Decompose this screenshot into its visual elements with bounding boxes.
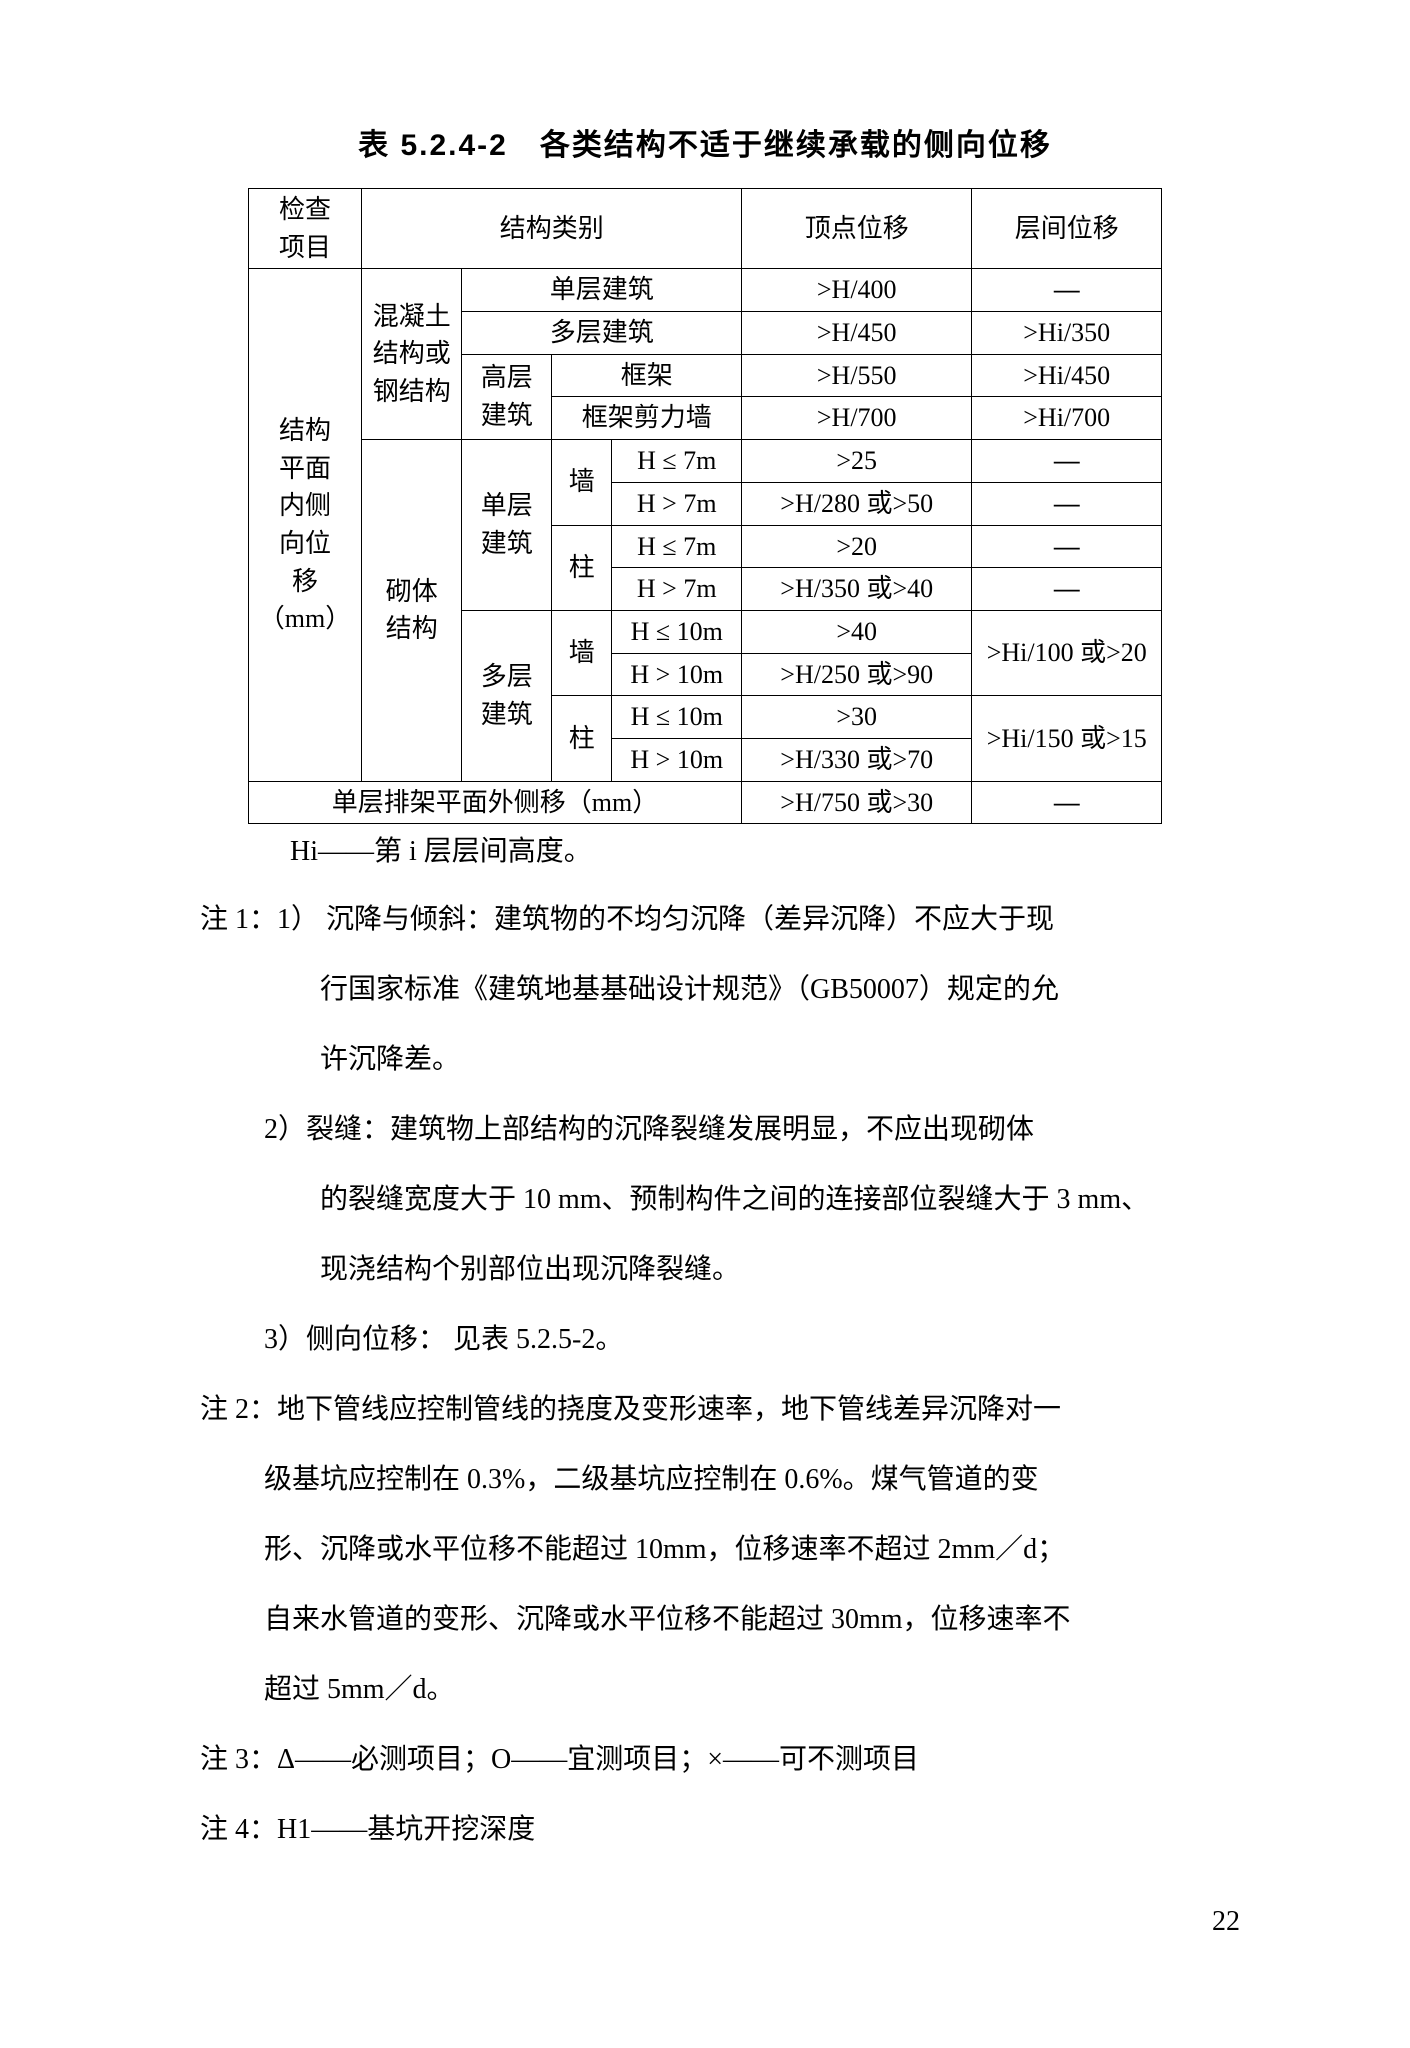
cell: >40	[742, 610, 972, 653]
cell: H > 7m	[612, 568, 742, 611]
note-line: 现浇结构个别部位出现沉降裂缝。	[200, 1235, 1250, 1305]
cell: —	[972, 568, 1162, 611]
hdr-check-item: 检查 项目	[248, 189, 361, 269]
cell: >H/700	[742, 397, 972, 440]
cell: 墙	[552, 440, 612, 525]
hdr-struct-type: 结构类别	[362, 189, 742, 269]
table-row: 单层排架平面外侧移（mm） >H/750 或>30 —	[248, 781, 1161, 824]
note-line: 行国家标准《建筑地基基础设计规范》（GB50007）规定的允	[200, 955, 1250, 1025]
notes-block: Hi——第 i 层层间高度。 注 1：1） 沉降与倾斜：建筑物的不均匀沉降（差异…	[200, 830, 1250, 1865]
cell: H ≤ 10m	[612, 610, 742, 653]
cell: —	[972, 482, 1162, 525]
cell: 柱	[552, 696, 612, 781]
concrete-label: 混凝土 结构或 钢结构	[362, 269, 462, 440]
cell: —	[972, 781, 1162, 824]
note-line: 注 1：1） 沉降与倾斜：建筑物的不均匀沉降（差异沉降）不应大于现	[200, 885, 1250, 955]
cell: >H/350 或>40	[742, 568, 972, 611]
cell: >H/450	[742, 312, 972, 355]
cell: H > 10m	[612, 738, 742, 781]
cell: H ≤ 10m	[612, 696, 742, 739]
note-line: 许沉降差。	[200, 1025, 1250, 1095]
cell: 多层建筑	[462, 312, 742, 355]
cell: —	[972, 525, 1162, 568]
cell: >Hi/100 或>20	[972, 610, 1162, 695]
hdr-inter-disp: 层间位移	[972, 189, 1162, 269]
note-line: 自来水管道的变形、沉降或水平位移不能超过 30mm，位移速率不	[200, 1585, 1250, 1655]
cell: >H/330 或>70	[742, 738, 972, 781]
cell: >H/250 或>90	[742, 653, 972, 696]
note-line: 注 3：Δ——必测项目；O——宜测项目；×——可不测项目	[200, 1725, 1250, 1795]
table-row: 结构 平面 内侧 向位 移 （mm） 混凝土 结构或 钢结构 单层建筑 >H/4…	[248, 269, 1161, 312]
page: 表 5.2.4-2 各类结构不适于继续承载的侧向位移 检查 项目 结构类别 顶点…	[0, 0, 1410, 2048]
table-title: 表 5.2.4-2 各类结构不适于继续承载的侧向位移	[160, 120, 1250, 164]
table-header-row: 检查 项目 结构类别 顶点位移 层间位移	[248, 189, 1161, 269]
cell: —	[972, 440, 1162, 483]
masonry-multi-label: 多层 建筑	[462, 610, 552, 781]
cell: >20	[742, 525, 972, 568]
note-line: 形、沉降或水平位移不能超过 10mm，位移速率不超过 2mm／d；	[200, 1515, 1250, 1585]
cell: >H/400	[742, 269, 972, 312]
cell: >30	[742, 696, 972, 739]
note-line: 3）侧向位移： 见表 5.2.5-2。	[200, 1305, 1250, 1375]
note-line: 超过 5mm／d。	[200, 1655, 1250, 1725]
note-line: 注 2：地下管线应控制管线的挠度及变形速率，地下管线差异沉降对一	[200, 1375, 1250, 1445]
cell: >Hi/150 或>15	[972, 696, 1162, 781]
note-line: 级基坑应控制在 0.3%，二级基坑应控制在 0.6%。煤气管道的变	[200, 1445, 1250, 1515]
highrise-label: 高层 建筑	[462, 354, 552, 439]
cell: >H/550	[742, 354, 972, 397]
masonry-label: 砌体 结构	[362, 440, 462, 782]
cell: 框架	[552, 354, 742, 397]
cell: >H/280 或>50	[742, 482, 972, 525]
cell: H ≤ 7m	[612, 525, 742, 568]
cell: H ≤ 7m	[612, 440, 742, 483]
cell: 柱	[552, 525, 612, 610]
cell: 单层建筑	[462, 269, 742, 312]
cell: —	[972, 269, 1162, 312]
main-table: 检查 项目 结构类别 顶点位移 层间位移 结构 平面 内侧 向位 移 （mm） …	[248, 188, 1162, 824]
row-group-label: 结构 平面 内侧 向位 移 （mm）	[248, 269, 361, 781]
hi-note: Hi——第 i 层层间高度。	[200, 830, 1250, 875]
cell: >Hi/700	[972, 397, 1162, 440]
cell: H > 7m	[612, 482, 742, 525]
note-line: 的裂缝宽度大于 10 mm、预制构件之间的连接部位裂缝大于 3 mm、	[200, 1165, 1250, 1235]
note-line: 2）裂缝：建筑物上部结构的沉降裂缝发展明显，不应出现砌体	[200, 1095, 1250, 1165]
cell: >25	[742, 440, 972, 483]
cell: >Hi/450	[972, 354, 1162, 397]
last-row-label: 单层排架平面外侧移（mm）	[248, 781, 741, 824]
cell: H > 10m	[612, 653, 742, 696]
hdr-top-disp: 顶点位移	[742, 189, 972, 269]
masonry-single-label: 单层 建筑	[462, 440, 552, 611]
cell: >H/750 或>30	[742, 781, 972, 824]
cell: 框架剪力墙	[552, 397, 742, 440]
cell: 墙	[552, 610, 612, 695]
note-line: 注 4：H1——基坑开挖深度	[200, 1795, 1250, 1865]
cell: >Hi/350	[972, 312, 1162, 355]
table-row: 砌体 结构 单层 建筑 墙 H ≤ 7m >25 —	[248, 440, 1161, 483]
page-number: 22	[1212, 1906, 1240, 1938]
